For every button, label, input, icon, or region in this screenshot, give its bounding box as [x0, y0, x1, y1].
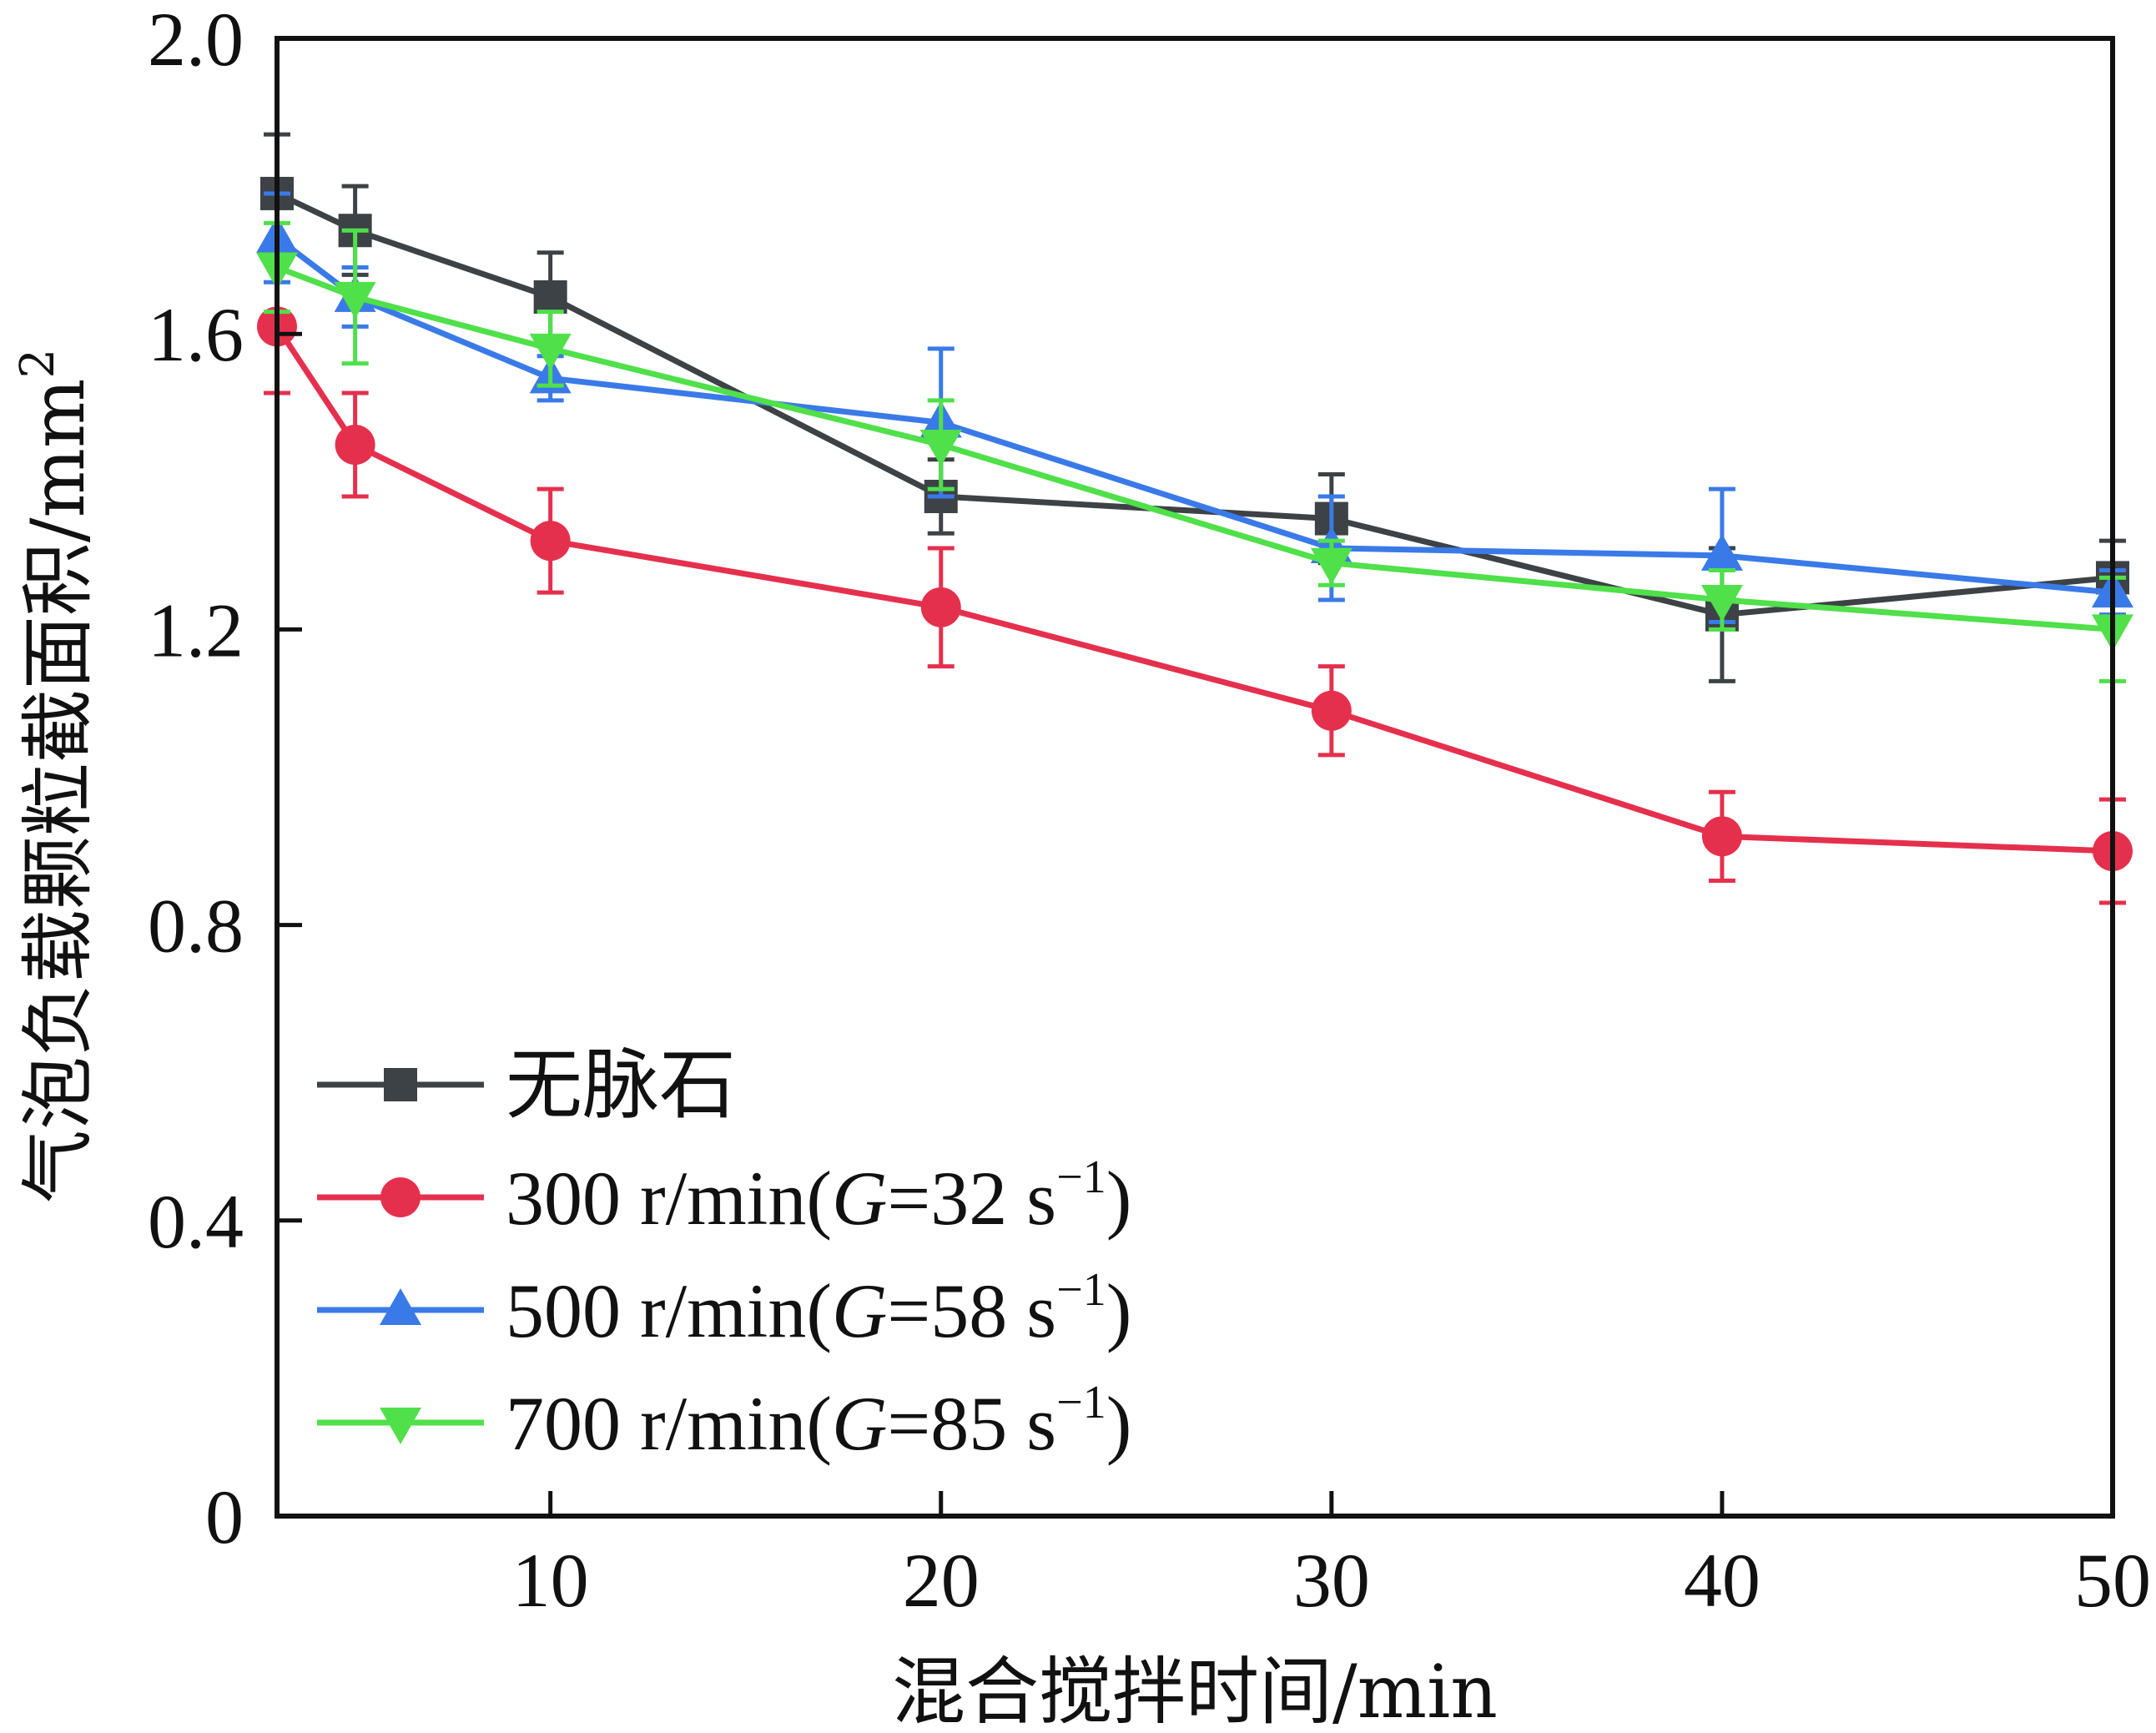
legend-label-rest: =58 s [887, 1268, 1056, 1353]
legend-label-italic: G [832, 1156, 887, 1241]
legend-label-superscript: −1 [1056, 1377, 1106, 1428]
x-tick-label: 30 [1293, 1538, 1370, 1623]
y-tick-label: 1.2 [148, 587, 244, 673]
y-tick-label: 2.0 [148, 0, 244, 82]
legend-label-superscript: −1 [1056, 1264, 1106, 1316]
legend-label-italic: G [832, 1381, 887, 1466]
legend-label: 无脉石 [506, 1043, 736, 1128]
legend-item-2: 300 r/min(G=32 s−1) [317, 1151, 1131, 1241]
legend-marker [384, 1068, 417, 1101]
legend-item-4: 700 r/min(G=85 s−1) [317, 1377, 1131, 1466]
legend-label: 700 r/min(G=85 s−1) [506, 1377, 1131, 1466]
legend-marker [380, 1177, 421, 1217]
data-point [1701, 816, 1742, 857]
series-1 [260, 132, 2129, 683]
y-tick-label: 0.4 [148, 1179, 244, 1264]
legend-label-rest: =85 s [887, 1381, 1056, 1466]
legend-label-close: ) [1106, 1156, 1132, 1241]
series-layer [256, 132, 2133, 905]
series-3 [256, 191, 2133, 625]
data-point [530, 521, 571, 562]
x-axis-title: 混合搅拌时间/min [892, 1649, 1498, 1733]
legend-label-superscript: −1 [1056, 1151, 1106, 1203]
y-tick-label: 0 [205, 1474, 244, 1559]
y-tick-label: 1.6 [148, 292, 244, 377]
x-tick-label: 10 [512, 1538, 589, 1623]
data-point [919, 430, 962, 467]
x-tick-label: 20 [903, 1538, 980, 1623]
legend-label-main: 700 r/min( [506, 1381, 832, 1466]
y-axis-title-superscript: 2 [11, 349, 65, 379]
legend-label-close: ) [1106, 1268, 1132, 1353]
data-point [335, 425, 375, 466]
y-axis-title-main: 气泡负载颗粒截面积/mm [15, 379, 101, 1204]
legend-label-main: 无脉石 [506, 1043, 736, 1128]
data-point [533, 280, 567, 314]
legend-label: 500 r/min(G=58 s−1) [506, 1264, 1131, 1353]
plot-frame [275, 36, 2115, 1519]
data-point [1311, 690, 1352, 731]
y-tick-label: 0.8 [148, 884, 244, 969]
data-point [529, 333, 572, 370]
data-point [1700, 584, 1743, 622]
axes-layer: 10 20 30 40 50 0 0.4 0.8 1.2 1.6 2.0 [148, 0, 2151, 1623]
legend-label-italic: G [832, 1268, 887, 1353]
y-axis-title: 气泡负载颗粒截面积/mm2 [11, 349, 101, 1203]
x-tick-label: 40 [1684, 1538, 1761, 1623]
data-point [334, 281, 376, 319]
legend-marker [380, 1408, 421, 1444]
legend-item-1: 无脉石 [317, 1043, 736, 1128]
series-2 [257, 258, 2133, 905]
data-point [1310, 547, 1353, 585]
legend-label-main: 500 r/min( [506, 1268, 832, 1353]
legend-label-main: 300 r/min( [506, 1156, 832, 1241]
data-point [1700, 533, 1743, 571]
legend-label-rest: =32 s [887, 1156, 1056, 1241]
legend-item-3: 500 r/min(G=58 s−1) [317, 1264, 1131, 1353]
legend-label-close: ) [1106, 1381, 1132, 1466]
legend-label: 300 r/min(G=32 s−1) [506, 1151, 1131, 1241]
legend-marker [380, 1288, 421, 1325]
x-tick-label: 50 [2074, 1538, 2151, 1623]
data-point [920, 587, 961, 627]
